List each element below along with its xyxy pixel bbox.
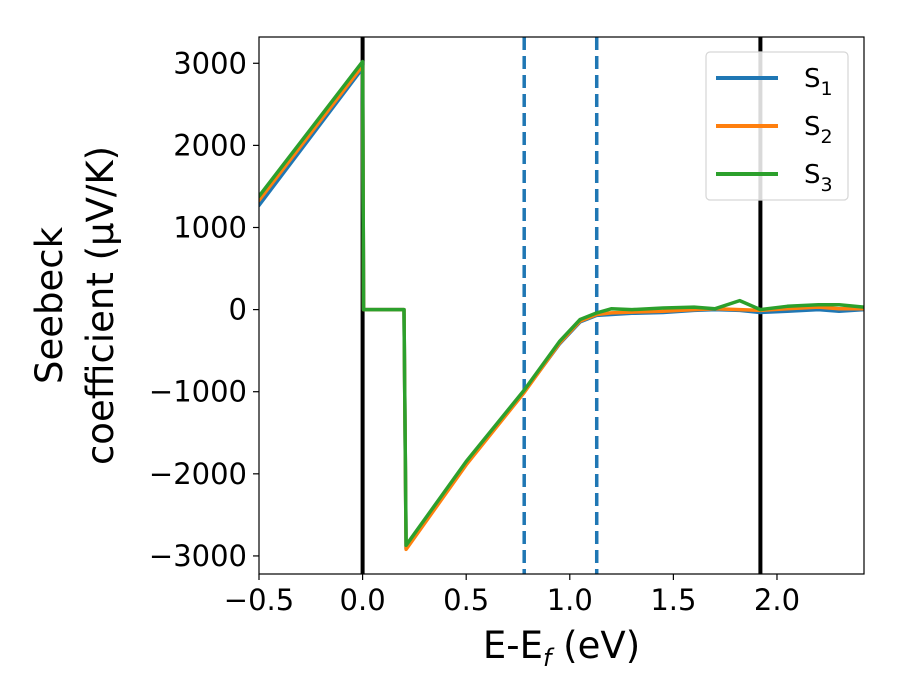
axis-titles: E-Ef (eV) Seebeck coefficient (μV/K): [28, 146, 640, 672]
y-axis-title-line2: coefficient (μV/K): [79, 146, 122, 465]
legend-label-base: S: [804, 112, 821, 142]
x-tick-label: 1.5: [650, 583, 696, 617]
legend-label-1: S1: [804, 64, 833, 100]
y-axis-title-line1: Seebeck: [28, 226, 71, 384]
x-tick-label: 1.0: [547, 583, 593, 617]
legend-label-subscript: 1: [821, 78, 833, 100]
legend-label-subscript: 3: [821, 174, 833, 196]
y-tick-label: −3000: [149, 539, 247, 573]
y-tick-label: 2000: [173, 128, 247, 162]
x-axis-title-base: E-E: [483, 624, 543, 667]
x-axis-title-suffix: (eV): [551, 624, 640, 667]
series-group: [259, 59, 864, 552]
y-tick-label: 0: [229, 293, 247, 327]
legend-label-base: S: [804, 64, 821, 94]
legend-label-base: S: [804, 160, 821, 190]
x-axis-title: E-Ef (eV): [483, 624, 640, 672]
x-tick-label: 0.0: [340, 583, 386, 617]
y-tick-label: −1000: [149, 375, 247, 409]
axis-ticks: −0.5 0.0 0.5 1.0 1.5 2.0 3000 2000 1000 0 −1000 −20…: [149, 46, 800, 617]
x-tick-label: 0.5: [443, 583, 489, 617]
y-tick-label: 3000: [173, 46, 247, 80]
series-line-3: [259, 59, 864, 548]
x-tick-label: −0.5: [224, 583, 294, 617]
y-tick-label: 1000: [173, 210, 247, 244]
legend-label-subscript: 2: [821, 126, 833, 148]
legend-label-2: S2: [804, 112, 833, 148]
legend-label-3: S3: [804, 160, 833, 196]
y-tick-label: −2000: [149, 457, 247, 491]
plot-frame: [258, 36, 865, 575]
x-tick-label: 2.0: [754, 583, 800, 617]
